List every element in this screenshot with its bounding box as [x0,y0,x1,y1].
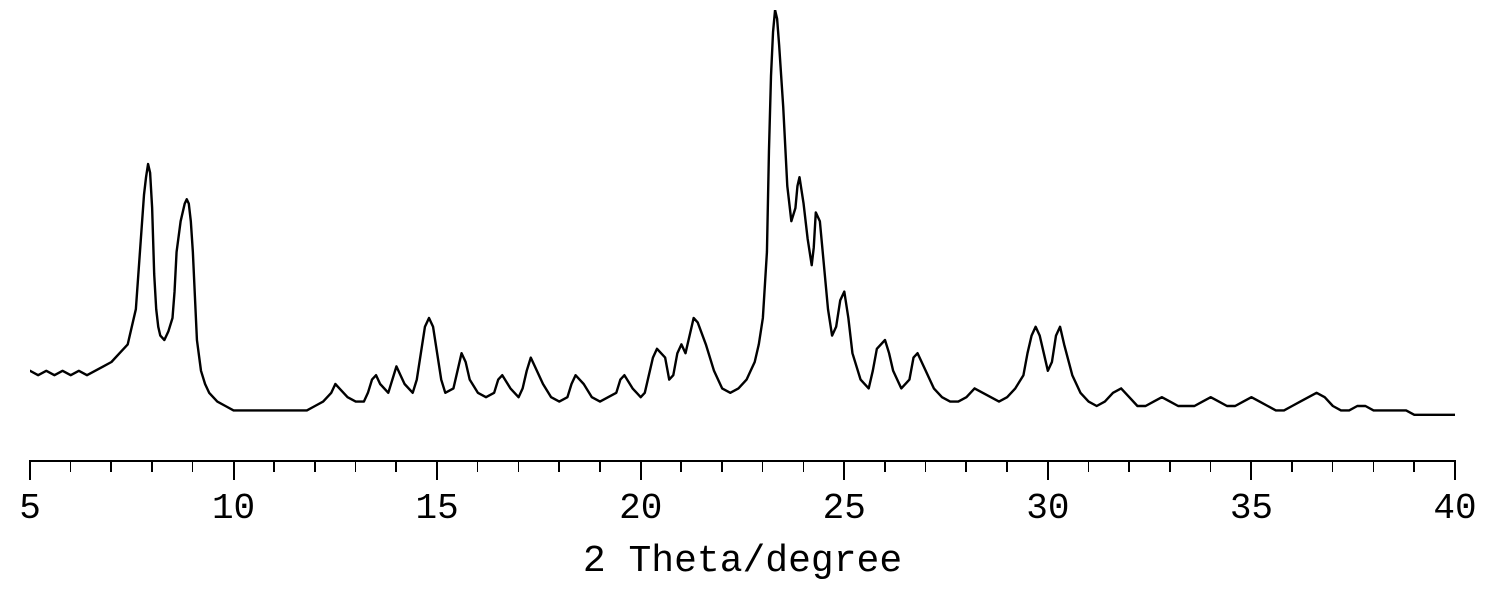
tick-label: 15 [416,488,459,529]
tick-major [1047,460,1049,480]
tick-label: 40 [1433,488,1476,529]
x-axis-label: 2 Theta/degree [583,540,902,583]
tick-major [233,460,235,480]
tick-minor [1088,460,1090,472]
tick-minor [1291,460,1293,472]
x-axis-line [30,460,1455,462]
tick-minor [599,460,601,472]
tick-label: 25 [823,488,866,529]
tick-minor [1169,460,1171,472]
tick-minor [395,460,397,472]
tick-major [29,460,31,480]
tick-minor [680,460,682,472]
tick-minor [1373,460,1375,472]
tick-minor [151,460,153,472]
spectrum-line [30,10,1455,450]
plot-area [30,10,1455,450]
tick-minor [1413,460,1415,472]
tick-minor [762,460,764,472]
tick-minor [884,460,886,472]
tick-minor [355,460,357,472]
tick-minor [721,460,723,472]
tick-minor [925,460,927,472]
tick-minor [314,460,316,472]
tick-major [1250,460,1252,480]
tick-minor [70,460,72,472]
tick-minor [192,460,194,472]
tick-minor [803,460,805,472]
tick-major [843,460,845,480]
tick-minor [1332,460,1334,472]
tick-minor [1210,460,1212,472]
tick-minor [1128,460,1130,472]
tick-minor [558,460,560,472]
tick-minor [1006,460,1008,472]
tick-minor [518,460,520,472]
tick-label: 10 [212,488,255,529]
xrd-chart: 510152025303540 2 Theta/degree [0,0,1485,596]
tick-label: 5 [19,488,41,529]
tick-minor [477,460,479,472]
x-axis: 510152025303540 [30,460,1455,510]
tick-major [640,460,642,480]
tick-major [436,460,438,480]
tick-minor [110,460,112,472]
tick-label: 35 [1230,488,1273,529]
tick-major [1454,460,1456,480]
tick-label: 30 [1026,488,1069,529]
tick-minor [965,460,967,472]
tick-minor [273,460,275,472]
tick-label: 20 [619,488,662,529]
